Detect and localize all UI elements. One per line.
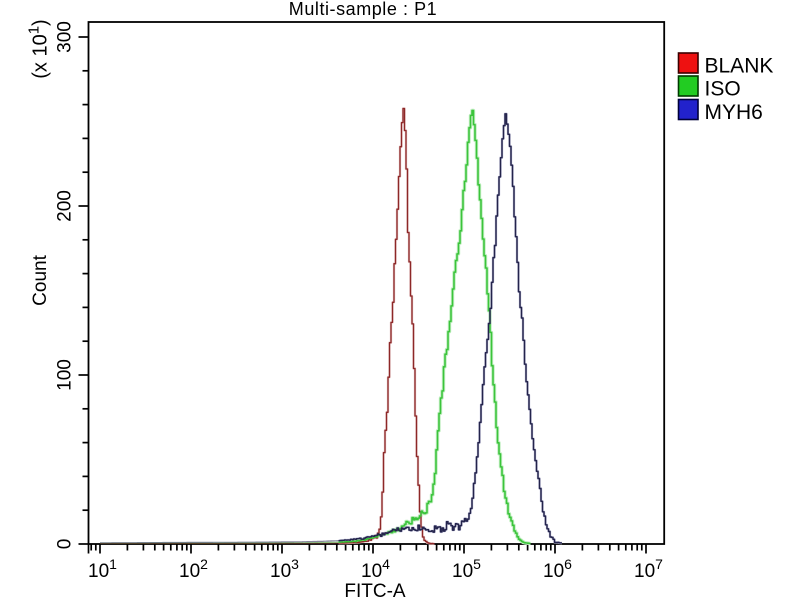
svg-text:300: 300 (55, 21, 76, 53)
svg-text:103: 103 (270, 556, 299, 582)
svg-text:101: 101 (88, 556, 117, 582)
svg-text:104: 104 (361, 556, 390, 582)
svg-text:105: 105 (452, 556, 481, 582)
svg-text:106: 106 (543, 556, 572, 582)
svg-text:Count: Count (30, 254, 51, 305)
svg-text:200: 200 (55, 190, 76, 222)
svg-text:(x 101): (x 101) (26, 19, 52, 78)
svg-text:Multi-sample : P1: Multi-sample : P1 (289, 0, 437, 19)
svg-text:102: 102 (179, 556, 208, 582)
svg-text:BLANK: BLANK (705, 55, 774, 78)
svg-text:107: 107 (634, 556, 663, 582)
svg-text:MYH6: MYH6 (705, 101, 763, 124)
svg-text:FITC-A: FITC-A (344, 581, 406, 600)
svg-text:100: 100 (55, 359, 76, 391)
svg-text:0: 0 (55, 539, 76, 550)
svg-text:ISO: ISO (705, 78, 741, 101)
